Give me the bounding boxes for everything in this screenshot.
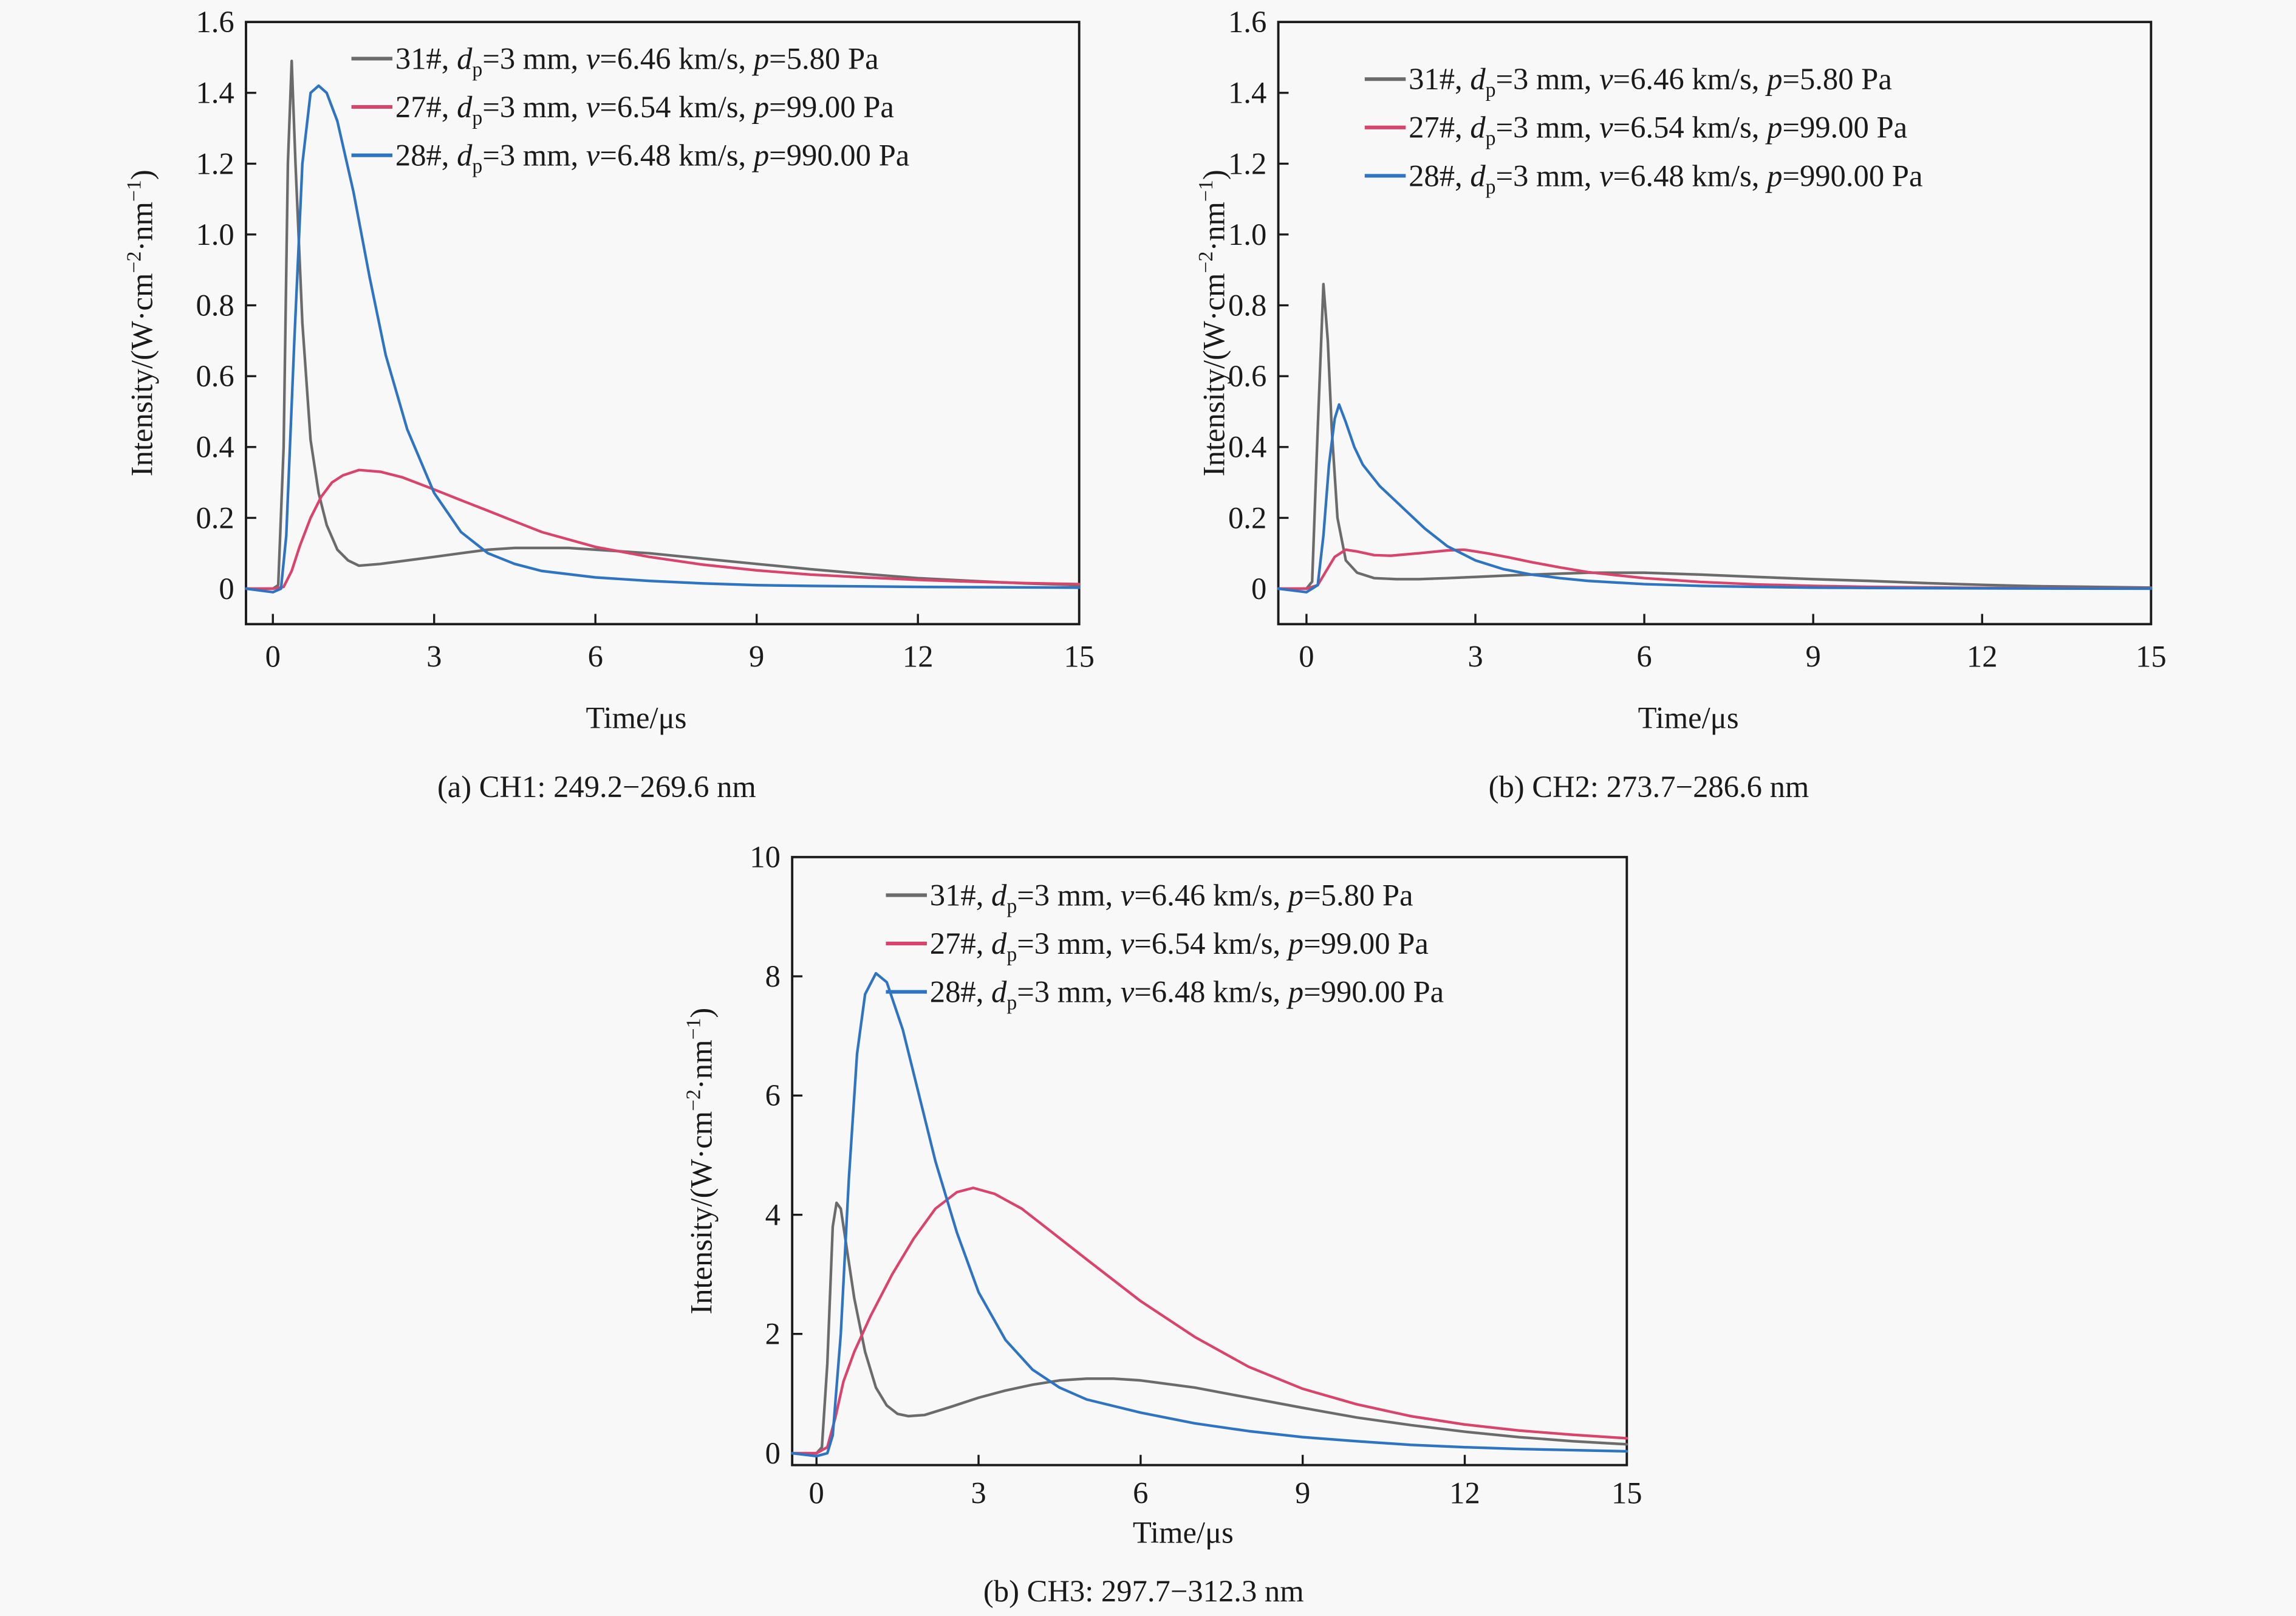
y-axis-title: Intensity/(W·cm−2​·nm−1​): [123, 169, 159, 476]
y-tick-label: 0.6: [1228, 359, 1266, 393]
x-axis-title: Time/μs: [1133, 1515, 1234, 1549]
x-tick-label: 15: [1611, 1476, 1642, 1510]
legend-item: 28#, dp=3 mm, v=6.48 km/s, p=990.00 Pa: [886, 975, 1444, 1015]
legend: 31#, dp=3 mm, v=6.46 km/s, p=5.80 Pa 27#,…: [351, 41, 909, 178]
legend: 31#, dp=3 mm, v=6.46 km/s, p=5.80 Pa 27#,…: [1364, 62, 1922, 198]
panel-ch2: 0 3 6 9 12 15 0 0.2 0.4 0.6 0.8 1.0 1.2 1.4 1.6 31#, d…: [1195, 5, 2167, 804]
y-tick-label: 1.0: [196, 217, 234, 252]
x-tick-label: 0: [1299, 639, 1314, 673]
x-axis-title: Time/μs: [586, 701, 686, 735]
legend-label: 31#, dp=3 mm, v=6.46 km/s, p=5.80 Pa: [930, 878, 1413, 917]
legend-item: 31#, dp=3 mm, v=6.46 km/s, p=5.80 Pa: [351, 41, 879, 81]
x-tick-label: 0: [265, 639, 281, 673]
x-tick-label: 3: [1467, 639, 1483, 673]
y-tick-label: 1.0: [1228, 217, 1266, 252]
panel-caption: (a) CH1: 249.2−269.6 nm: [437, 770, 756, 804]
y-tick-label: 0: [219, 572, 234, 606]
series-line-28: [244, 84, 1081, 594]
x-tick-label: 9: [749, 639, 764, 673]
y-tick-label: 1.6: [196, 5, 234, 39]
panel-caption: (b) CH3: 297.7−312.3 nm: [983, 1574, 1304, 1608]
x-tick-label: 15: [1064, 639, 1095, 673]
x-tick-label: 9: [1806, 639, 1821, 673]
y-tick-label: 6: [765, 1078, 781, 1112]
legend-label: 31#, dp=3 mm, v=6.46 km/s, p=5.80 Pa: [395, 41, 879, 81]
legend-item: 31#, dp=3 mm, v=6.46 km/s, p=5.80 Pa: [1364, 62, 1892, 101]
legend-label: 28#, dp=3 mm, v=6.48 km/s, p=990.00 Pa: [395, 139, 909, 178]
y-tick-label: 0: [1251, 572, 1266, 606]
legend: 31#, dp=3 mm, v=6.46 km/s, p=5.80 Pa 27#,…: [886, 878, 1444, 1015]
y-tick-label: 10: [750, 840, 781, 874]
x-tick-label: 6: [1636, 639, 1652, 673]
series-line-28: [1277, 403, 2153, 594]
y-tick-label: 1.4: [196, 76, 234, 110]
x-tick-label: 6: [588, 639, 603, 673]
legend-item: 27#, dp=3 mm, v=6.54 km/s, p=99.00 Pa: [351, 90, 894, 129]
y-tick-label: 0.6: [196, 359, 234, 393]
y-tick-label: 1.2: [1228, 146, 1266, 180]
legend-item: 27#, dp=3 mm, v=6.54 km/s, p=99.00 Pa: [886, 926, 1429, 966]
x-tick-label: 12: [903, 639, 934, 673]
y-axis-title: Intensity/(W·cm−2​·nm−1​): [1195, 169, 1231, 476]
series-line-31: [1277, 282, 2153, 591]
plot-frame: [1277, 21, 2153, 626]
legend-label: 28#, dp=3 mm, v=6.48 km/s, p=990.00 Pa: [930, 975, 1444, 1015]
series-line-28: [791, 971, 1628, 1458]
x-axis-title: Time/μs: [1638, 701, 1739, 735]
x-tick-label: 3: [426, 639, 442, 673]
series-line-27: [791, 1186, 1628, 1455]
series-line-27: [244, 468, 1081, 591]
y-tick-label: 0.8: [1228, 288, 1266, 322]
y-tick-label: 0.2: [1228, 501, 1266, 535]
legend-item: 27#, dp=3 mm, v=6.54 km/s, p=99.00 Pa: [1364, 111, 1907, 150]
y-tick-label: 1.2: [196, 146, 234, 180]
panel-ch3: 0 3 6 9 12 15 0 2 4 6 8 10 31#, dp=3 mm, v=6.46 km/…: [682, 840, 1642, 1608]
y-tick-label: 0.2: [196, 501, 234, 535]
series-line-31: [244, 60, 1081, 591]
y-tick-label: 4: [765, 1197, 781, 1231]
x-tick-label: 12: [1449, 1476, 1480, 1510]
panel-ch1: 0 3 6 9 12 15 0 0.2 0.4 0.6 0.8 1.0 1.2 1.4 1.6 31#, d…: [123, 5, 1095, 804]
panel-caption: (b) CH2: 273.7−286.6 nm: [1489, 770, 1809, 804]
y-tick-label: 1.6: [1228, 5, 1266, 39]
axis-ticks: 0 3 6 9 12 15 0 2 4 6 8 10: [750, 840, 1642, 1510]
legend-item: 31#, dp=3 mm, v=6.46 km/s, p=5.80 Pa: [886, 878, 1413, 917]
x-tick-label: 12: [1967, 639, 1998, 673]
series-line-27: [1277, 548, 2153, 591]
curves: [1277, 282, 2153, 594]
series-line-31: [791, 1201, 1628, 1455]
curves: [244, 60, 1081, 594]
legend-label: 28#, dp=3 mm, v=6.48 km/s, p=990.00 Pa: [1409, 159, 1922, 198]
x-tick-label: 0: [809, 1476, 824, 1510]
y-tick-label: 0.8: [196, 288, 234, 322]
plot-frame: [791, 855, 1628, 1467]
x-tick-label: 15: [2136, 639, 2167, 673]
y-tick-label: 0.4: [1228, 430, 1266, 464]
axis-ticks: 0 3 6 9 12 15 0 0.2 0.4 0.6 0.8 1.0 1.2 1.4 1.6: [1228, 5, 2167, 673]
x-tick-label: 3: [971, 1476, 986, 1510]
axis-ticks: 0 3 6 9 12 15 0 0.2 0.4 0.6 0.8 1.0 1.2 1.4 1.6: [196, 5, 1095, 673]
curves: [791, 971, 1628, 1458]
y-tick-label: 0: [765, 1436, 781, 1470]
x-tick-label: 9: [1295, 1476, 1310, 1510]
y-tick-label: 0.4: [196, 430, 234, 464]
legend-item: 28#, dp=3 mm, v=6.48 km/s, p=990.00 Pa: [351, 139, 909, 178]
y-tick-label: 1.4: [1228, 76, 1266, 110]
y-tick-label: 8: [765, 959, 781, 993]
legend-label: 27#, dp=3 mm, v=6.54 km/s, p=99.00 Pa: [930, 926, 1429, 966]
legend-label: 27#, dp=3 mm, v=6.54 km/s, p=99.00 Pa: [1409, 111, 1907, 150]
legend-label: 27#, dp=3 mm, v=6.54 km/s, p=99.00 Pa: [395, 90, 894, 129]
x-tick-label: 6: [1133, 1476, 1148, 1510]
legend-item: 28#, dp=3 mm, v=6.48 km/s, p=990.00 Pa: [1364, 159, 1922, 198]
y-tick-label: 2: [765, 1317, 781, 1351]
y-axis-title: Intensity/(W·cm−2​·nm−1​): [682, 1008, 718, 1315]
legend-label: 31#, dp=3 mm, v=6.46 km/s, p=5.80 Pa: [1409, 62, 1892, 101]
plot-frame: [245, 21, 1081, 626]
